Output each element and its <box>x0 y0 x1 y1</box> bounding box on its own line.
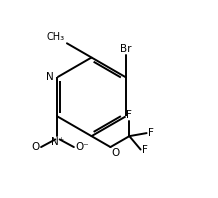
Text: O⁻: O⁻ <box>75 142 89 152</box>
Text: N⁺: N⁺ <box>51 137 64 147</box>
Text: O: O <box>111 148 119 158</box>
Text: O: O <box>32 142 40 152</box>
Text: F: F <box>142 145 148 154</box>
Text: N: N <box>46 72 54 82</box>
Text: F: F <box>126 110 132 120</box>
Text: Br: Br <box>120 44 131 54</box>
Text: CH₃: CH₃ <box>46 32 64 42</box>
Text: F: F <box>148 128 153 138</box>
